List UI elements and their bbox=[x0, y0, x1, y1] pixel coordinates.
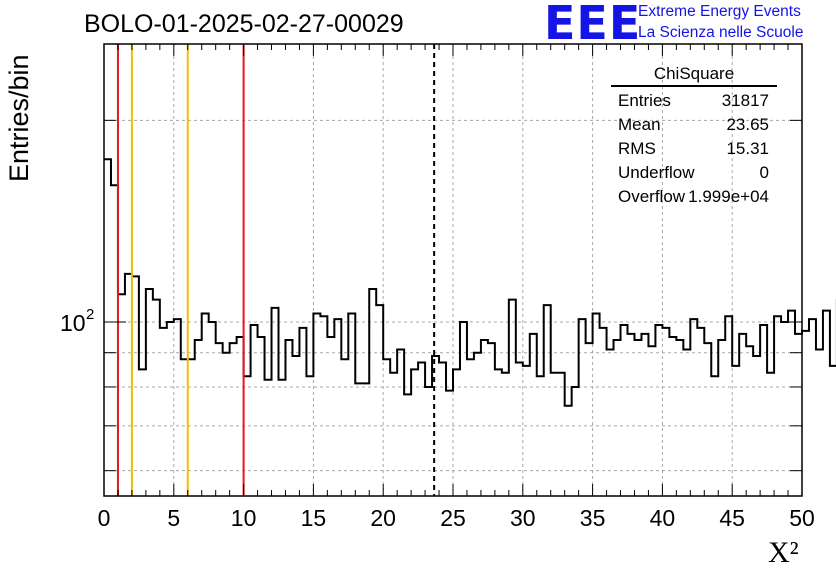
stats-label: RMS bbox=[618, 139, 656, 158]
stats-value: 1.999e+04 bbox=[688, 187, 769, 206]
histogram-series bbox=[104, 158, 836, 407]
eee-logo: EEE bbox=[544, 0, 642, 50]
logo-subtitle-2: La Scienza nelle Scuole bbox=[638, 24, 804, 41]
stats-value: 23.65 bbox=[726, 115, 769, 134]
chart-title: BOLO-01-2025-02-27-00029 bbox=[84, 10, 404, 38]
x-tick-label: 45 bbox=[719, 505, 745, 531]
stats-label: Underflow bbox=[618, 163, 695, 182]
y-axis-label: Entries/bin bbox=[4, 54, 34, 182]
y-tick-label: 10 bbox=[60, 310, 86, 336]
stats-label: Entries bbox=[618, 91, 671, 110]
stats-row-entries: Entries 31817 bbox=[611, 89, 777, 113]
stats-label: Mean bbox=[618, 115, 661, 134]
x-tick-label: 25 bbox=[440, 505, 466, 531]
y-tick-exponent: 2 bbox=[86, 306, 94, 323]
stats-title: ChiSquare bbox=[611, 64, 777, 87]
x-tick-label: 10 bbox=[231, 505, 257, 531]
stats-value: 15.31 bbox=[726, 139, 769, 158]
x-tick-label: 35 bbox=[580, 505, 606, 531]
stats-label: Overflow bbox=[618, 187, 686, 206]
stats-value: 31817 bbox=[721, 91, 769, 110]
stats-row-mean: Mean 23.65 bbox=[611, 113, 777, 137]
stats-row-overflow: Overflow 1.999e+04 bbox=[611, 185, 777, 209]
x-tick-label: 5 bbox=[167, 505, 180, 531]
x-tick-label: 30 bbox=[510, 505, 536, 531]
logo-subtitle-1: Extreme Energy Events bbox=[638, 3, 801, 20]
stats-row-rms: RMS 15.31 bbox=[611, 137, 777, 161]
x-tick-label: 0 bbox=[98, 505, 111, 531]
stats-value: 0 bbox=[759, 163, 769, 182]
x-tick-label: 50 bbox=[789, 505, 815, 531]
stats-box: ChiSquare Entries 31817 Mean 23.65 RMS 1… bbox=[611, 64, 777, 209]
x-axis-label: X² bbox=[768, 536, 799, 570]
x-tick-label: 15 bbox=[301, 505, 327, 531]
x-axis-label-text: X² bbox=[768, 536, 799, 569]
x-tick-label: 40 bbox=[650, 505, 676, 531]
stats-row-underflow: Underflow 0 bbox=[611, 161, 777, 185]
x-tick-label: 20 bbox=[370, 505, 396, 531]
